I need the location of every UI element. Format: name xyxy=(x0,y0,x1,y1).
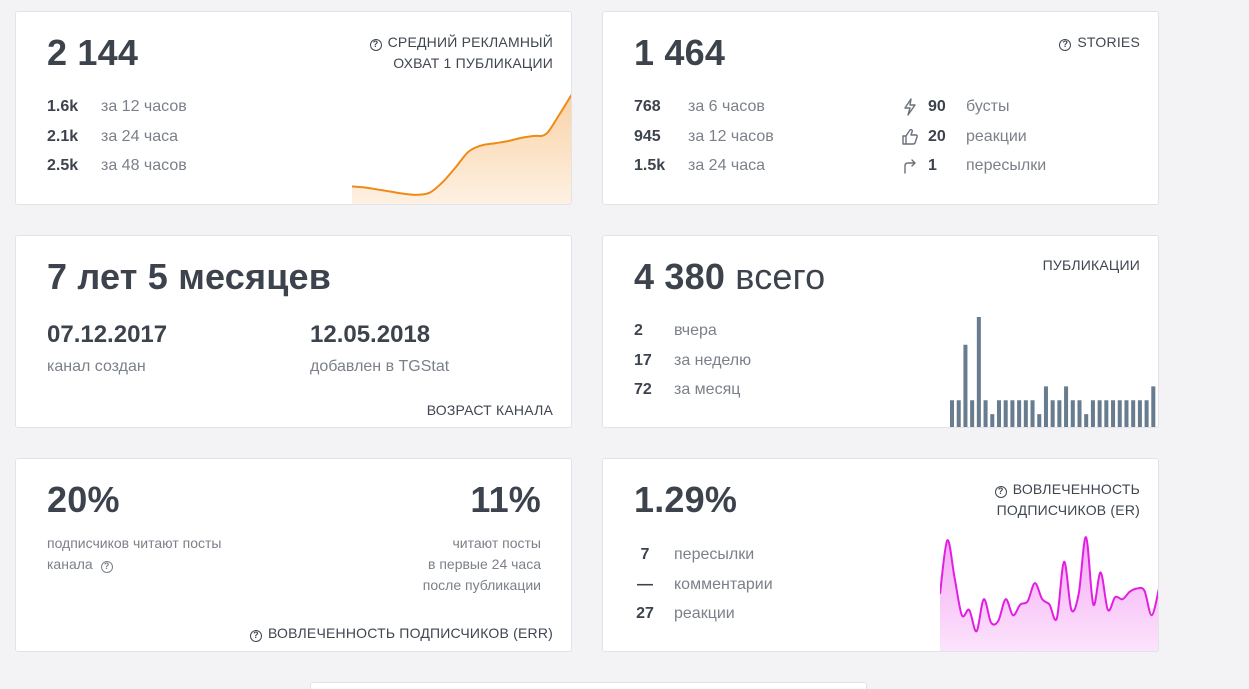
publications-bar xyxy=(970,400,975,427)
publications-bar xyxy=(1137,400,1142,427)
err-24h-percent: 11% xyxy=(470,479,541,520)
stories-label[interactable]: ? STORIES xyxy=(1059,32,1140,53)
channel-age-card: 7 лет 5 месяцев 07.12.2017 канал создан … xyxy=(15,235,572,428)
err-card: 20% подписчиков читают посты канала ? 11… xyxy=(15,458,572,652)
help-icon[interactable]: ? xyxy=(369,39,382,51)
publications-bar xyxy=(1077,400,1082,427)
publications-bar xyxy=(1057,400,1062,427)
channel-age-value: 7 лет 5 месяцев xyxy=(47,256,332,297)
er-value: 1.29% xyxy=(634,479,738,520)
err-24h-label: читают посты в первые 24 часа после публ… xyxy=(422,535,541,593)
publications-bar xyxy=(1090,400,1095,427)
publications-bar xyxy=(1050,400,1055,427)
publications-bar xyxy=(1131,400,1136,427)
publications-bar xyxy=(1010,400,1015,427)
publications-bar xyxy=(956,400,961,427)
publications-bar xyxy=(1117,400,1122,427)
er-trend-line xyxy=(940,536,1158,633)
stories-row: 945 за 12 часов xyxy=(634,128,774,145)
reach-trend-area xyxy=(352,95,571,204)
publications-bar xyxy=(1124,400,1129,427)
help-icon[interactable]: ? xyxy=(1059,39,1072,51)
publications-bar xyxy=(983,400,988,427)
thumbs-up-icon xyxy=(902,128,918,145)
err-read-percent: 20% xyxy=(47,479,120,520)
publications-bar xyxy=(1037,414,1042,427)
publications-bar xyxy=(1084,414,1089,427)
publications-bar xyxy=(1151,386,1156,427)
publications-row: 2 вчера xyxy=(634,322,717,339)
err-read-label: подписчиков читают посты канала ? xyxy=(47,535,222,573)
er-row: 27 реакции xyxy=(636,605,735,622)
publications-bar xyxy=(976,317,981,427)
publications-bar xyxy=(1030,400,1035,427)
reach-label[interactable]: ? СРЕДНИЙ РЕКЛАМНЫЙ ОХВАТ 1 ПУБЛИКАЦИИ xyxy=(369,32,553,74)
reach-card: 2 144 ? СРЕДНИЙ РЕКЛАМНЫЙ ОХВАТ 1 ПУБЛИКА… xyxy=(15,11,572,205)
reach-row: 2.1k за 24 часа xyxy=(47,128,179,145)
lightning-icon xyxy=(904,98,916,116)
publications-bar xyxy=(1104,400,1109,427)
next-card xyxy=(310,682,867,689)
publications-bar xyxy=(1003,400,1008,427)
help-icon[interactable]: ? xyxy=(994,486,1007,498)
publications-bar xyxy=(1144,400,1149,427)
forwards-stat: 1 пересылки xyxy=(928,157,1047,174)
help-icon[interactable]: ? xyxy=(100,561,113,573)
publications-bar xyxy=(996,400,1001,427)
publications-bar xyxy=(1064,386,1069,427)
publications-bar xyxy=(1070,400,1075,427)
channel-age-footer: ВОЗРАСТ КАНАЛА xyxy=(426,402,553,418)
publications-label: ПУБЛИКАЦИИ xyxy=(1042,257,1140,273)
err-footer[interactable]: ? ВОВЛЕЧЕННОСТЬ ПОДПИСЧИКОВ (ERR) xyxy=(249,623,553,644)
stories-row: 768 за 6 часов xyxy=(634,98,765,115)
help-icon[interactable]: ? xyxy=(249,630,262,642)
created-label: канал создан xyxy=(47,358,146,375)
publications-bar xyxy=(963,344,968,427)
forward-arrow-icon xyxy=(904,159,916,174)
reach-trend-chart xyxy=(352,93,571,204)
er-trend-area xyxy=(940,537,1158,651)
er-row: 7 пересылки xyxy=(640,546,755,563)
created-date: 07.12.2017 xyxy=(47,321,168,348)
added-date: 12.05.2018 xyxy=(310,321,431,348)
publications-row: 17 за неделю xyxy=(634,352,752,369)
publications-bar xyxy=(1043,386,1048,427)
er-row: — комментарии xyxy=(637,576,773,593)
reach-row: 2.5k за 48 часов xyxy=(47,157,187,174)
publications-bar xyxy=(1097,400,1102,427)
publications-bar xyxy=(990,414,995,427)
publications-card: 4 380 всего ПУБЛИКАЦИИ 2 вчера 17 за нед… xyxy=(602,235,1159,428)
reach-trend-line xyxy=(352,93,571,196)
reach-value: 2 144 xyxy=(47,32,139,73)
stories-row: 1.5k за 24 часа xyxy=(634,157,766,174)
publications-bar xyxy=(1017,400,1022,427)
er-label[interactable]: ? ВОВЛЕЧЕННОСТЬ ПОДПИСЧИКОВ (ER) xyxy=(994,481,1140,518)
publications-bar xyxy=(1023,400,1028,427)
er-card: 1.29% ? ВОВЛЕЧЕННОСТЬ ПОДПИСЧИКОВ (ER) 7 … xyxy=(602,458,1159,652)
reach-row: 1.6k за 12 часов xyxy=(47,98,187,115)
publications-bar xyxy=(1111,400,1116,427)
publications-row: 72 за месяц xyxy=(634,381,741,398)
stories-value: 1 464 xyxy=(634,32,726,73)
added-label: добавлен в TGStat xyxy=(310,358,450,375)
publications-bar-chart xyxy=(950,317,1156,427)
publications-bar xyxy=(950,400,955,427)
stories-card: 1 464 ? STORIES 768 за 6 часов 945 за 12 … xyxy=(602,11,1159,205)
reactions-stat: 20 реакции xyxy=(928,128,1027,145)
publications-value: 4 380 всего xyxy=(634,256,826,297)
er-trend-chart xyxy=(940,536,1158,651)
boosts-stat: 90 бусты xyxy=(928,98,1010,115)
